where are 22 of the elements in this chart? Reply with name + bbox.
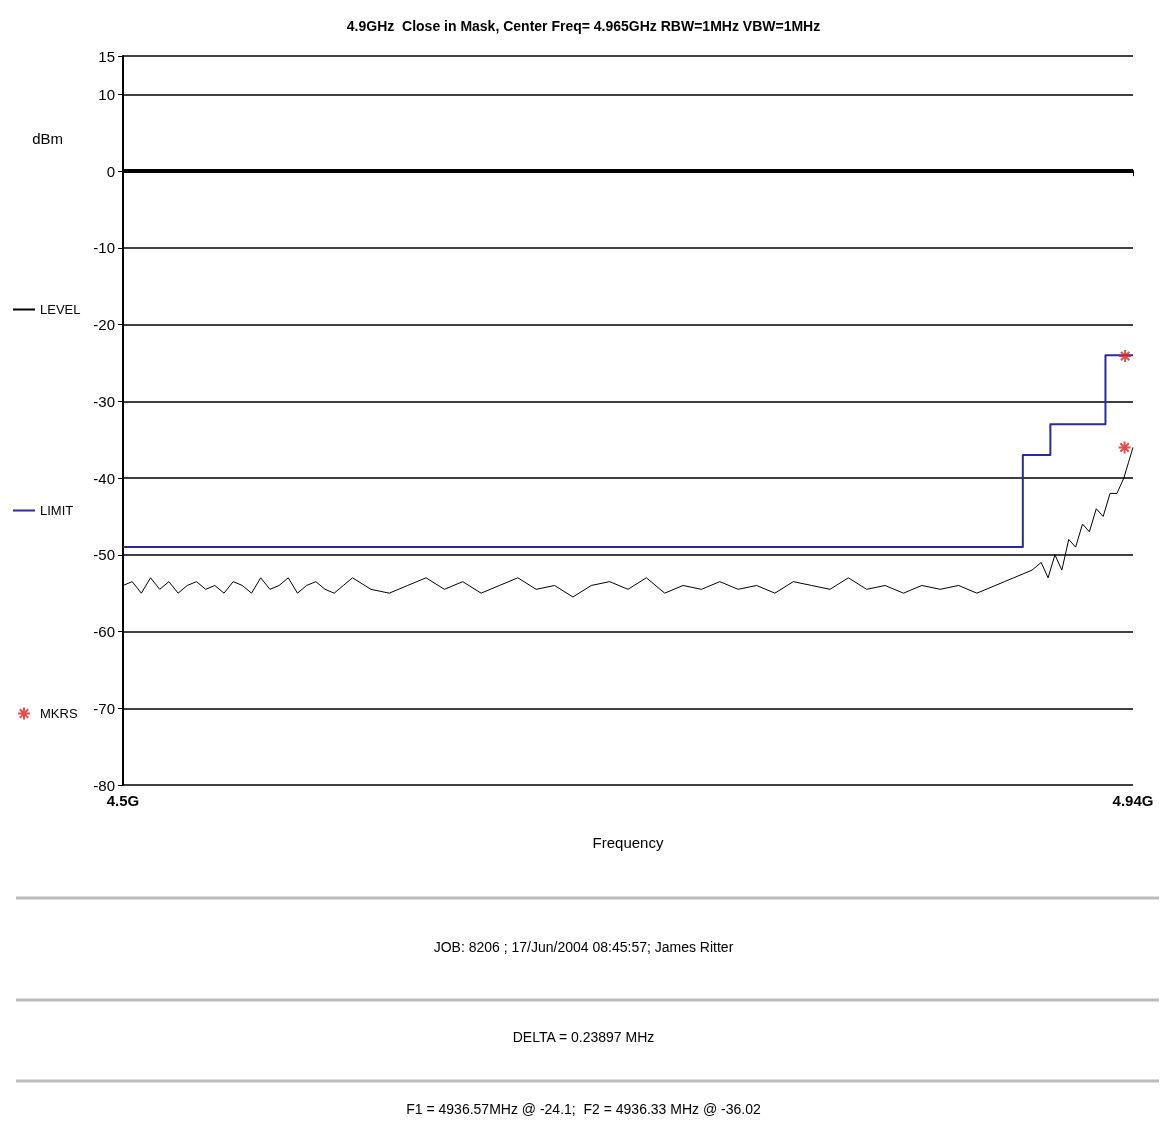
x-tick-label: 4.94G <box>1112 792 1154 809</box>
y-tick-label: -20 <box>93 316 115 334</box>
y-tick-label: -40 <box>93 469 115 487</box>
y-tick-label: -50 <box>93 546 115 564</box>
y-tick-label: -80 <box>93 776 115 794</box>
y-tick-label: 15 <box>98 47 115 65</box>
y-axis-title: dBm <box>32 130 63 147</box>
y-tick-label: -10 <box>93 239 115 257</box>
text: JOB: 8206 ; 17/Jun/2004 08:45:57; James Ritter <box>433 939 734 955</box>
chart-title: 4.9GHz Close in Mask, Center Freq= 4.965GHz RBW=1MHz VBW=1MHz <box>346 18 821 34</box>
text: F1 = 4936.57MHz @ -24.1; F2 = 4936.33 MHz @ -36.02 <box>406 1101 761 1117</box>
text: DELTA = 0.23897 MHz <box>512 1029 655 1045</box>
legend-label: MKRS <box>40 706 78 721</box>
x-tick-label: 4.5G <box>106 792 140 809</box>
legend-label: LEVEL <box>40 302 81 317</box>
y-tick-label: 10 <box>98 85 115 103</box>
y-tick-label: -60 <box>93 623 115 641</box>
y-tick-label: 0 <box>106 162 115 180</box>
x-axis-title: Frequency <box>592 834 664 851</box>
legend-label: LIMIT <box>40 503 74 518</box>
y-tick-label: -70 <box>93 699 115 717</box>
y-tick-label: -30 <box>93 392 115 410</box>
